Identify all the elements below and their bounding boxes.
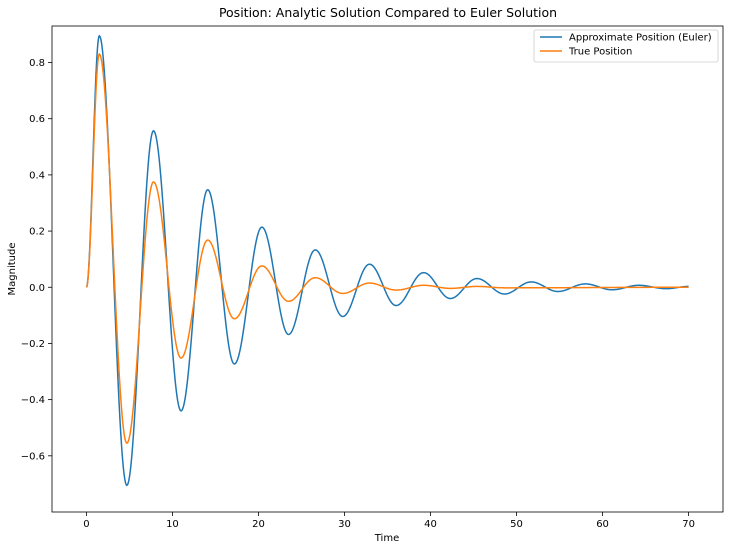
x-tick-label: 10 bbox=[166, 519, 179, 530]
x-tick-label: 20 bbox=[252, 519, 265, 530]
legend: Approximate Position (Euler) True Positi… bbox=[533, 29, 719, 63]
plot-lines bbox=[85, 34, 689, 487]
x-axis: 0 10 20 30 40 50 60 70 bbox=[83, 512, 695, 530]
x-tick-label: 60 bbox=[596, 519, 609, 530]
x-tick-label: 30 bbox=[338, 519, 351, 530]
x-tick-label: 40 bbox=[424, 519, 437, 530]
y-tick-label: 0.4 bbox=[29, 170, 45, 181]
legend-label-true: True Position bbox=[568, 47, 632, 58]
y-tick-label: −0.2 bbox=[21, 339, 45, 350]
series-line-euler bbox=[85, 34, 689, 487]
series-line-true bbox=[85, 53, 689, 445]
x-tick-label: 70 bbox=[682, 519, 695, 530]
x-tick-label: 50 bbox=[510, 519, 523, 530]
legend-box bbox=[533, 29, 719, 63]
y-tick-label: −0.4 bbox=[21, 395, 45, 406]
y-tick-label: −0.6 bbox=[21, 451, 45, 462]
y-tick-label: 0.8 bbox=[29, 58, 45, 69]
legend-label-euler: Approximate Position (Euler) bbox=[569, 33, 712, 44]
x-tick-label: 0 bbox=[83, 519, 89, 530]
plot-frame bbox=[51, 25, 724, 513]
chart-title: Position: Analytic Solution Compared to … bbox=[219, 5, 557, 20]
y-tick-label: 0.6 bbox=[29, 114, 45, 125]
y-axis-label: Magnitude bbox=[7, 243, 18, 296]
x-axis-label: Time bbox=[374, 533, 399, 544]
y-tick-label: 0.2 bbox=[29, 227, 45, 238]
y-tick-label: 0.0 bbox=[29, 283, 45, 294]
y-axis: −0.6 −0.4 −0.2 0.0 0.2 0.4 0.6 0.8 bbox=[21, 58, 52, 462]
